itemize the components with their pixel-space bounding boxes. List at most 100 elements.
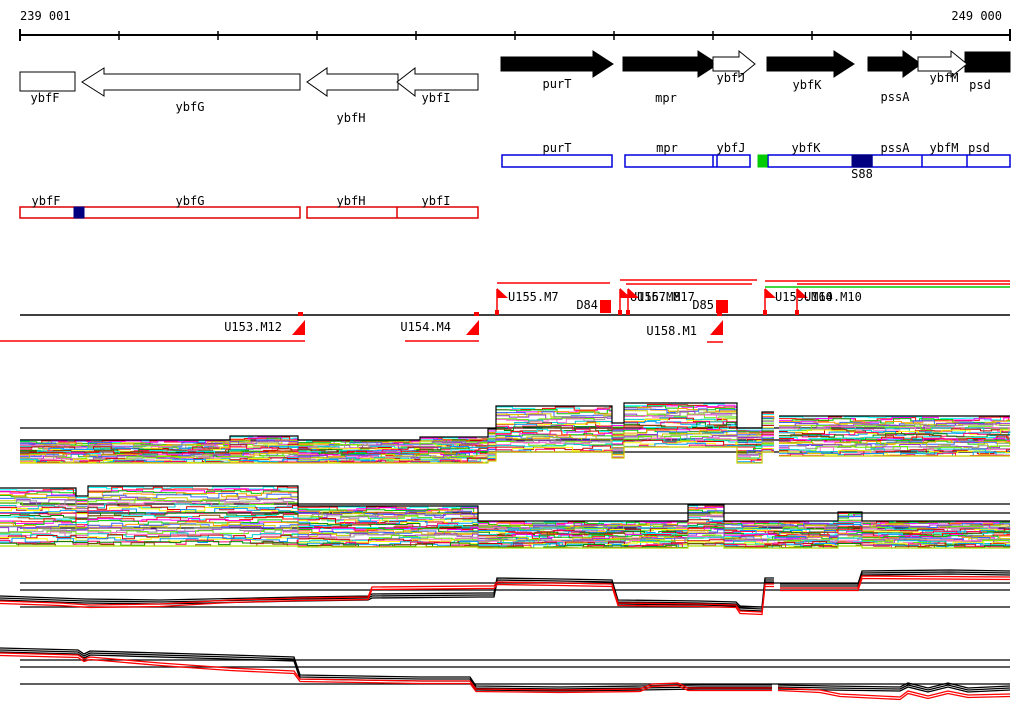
- gene-label-pssA: pssA: [881, 90, 911, 104]
- gene-arrow-pssA[interactable]: [867, 50, 922, 78]
- gene-arrow-ybfM[interactable]: [917, 49, 968, 79]
- gene-ybfM[interactable]: ybfM: [917, 49, 968, 85]
- profile-trace: [779, 425, 1010, 431]
- profile-envelope: [20, 402, 774, 441]
- gene-arrow-ybfI[interactable]: [396, 66, 479, 98]
- gene-arrow-mpr[interactable]: [622, 50, 719, 78]
- profile-trace: [0, 501, 1011, 533]
- gene-arrow-ybfK[interactable]: [766, 50, 855, 78]
- cds-box[interactable]: [501, 154, 613, 168]
- orf-box[interactable]: [306, 206, 479, 219]
- gene-label-ybfH: ybfH: [337, 111, 366, 125]
- profile-panel-2: [0, 485, 1011, 549]
- gene-ybfI[interactable]: ybfI: [396, 66, 479, 105]
- flag-pennant: [765, 288, 776, 298]
- profile-trace: [779, 422, 1010, 429]
- below-marker-U153.M12[interactable]: U153.M12: [224, 320, 305, 335]
- profile-line: [0, 581, 774, 613]
- profile-line: [0, 579, 774, 610]
- profile-envelope: [0, 485, 1010, 522]
- profile-line: [0, 583, 774, 616]
- profile-panel-3: [0, 569, 1011, 616]
- gene-arrow-ybfG[interactable]: [81, 67, 301, 97]
- profile-line: [0, 652, 772, 691]
- gene-ybfF[interactable]: ybfF: [19, 71, 76, 105]
- gene-psd[interactable]: psd: [964, 51, 1011, 92]
- profile-line: [0, 647, 772, 688]
- cds-label-pssA: pssA: [881, 141, 911, 155]
- gene-label-ybfK: ybfK: [793, 78, 823, 92]
- flag-marker-U160.M10[interactable]: U160.M10: [795, 288, 862, 315]
- gene-ybfH[interactable]: ybfH: [306, 67, 399, 125]
- gene-label-purT: purT: [543, 77, 572, 91]
- profile-trace: [779, 416, 1010, 423]
- gene-ybfG[interactable]: ybfG: [81, 67, 301, 114]
- flag-label-D85: D85: [692, 298, 714, 312]
- cds-label-mpr: mpr: [656, 141, 678, 155]
- flag-label-U158.M1: U158.M1: [646, 324, 697, 338]
- gene-arrow-ybfF[interactable]: [19, 71, 76, 92]
- profile-trace: [779, 444, 1010, 451]
- gene-pssA[interactable]: pssA: [867, 50, 922, 104]
- profile-trace: [779, 449, 1010, 455]
- gene-arrow-purT[interactable]: [500, 50, 614, 78]
- cds-green-marker[interactable]: [757, 154, 768, 168]
- ruler-end-label: 249 000: [951, 9, 1002, 23]
- flag-marker-U155.M7[interactable]: U155.M7: [495, 288, 559, 315]
- orf-box[interactable]: [19, 206, 301, 219]
- flag-label-D84: D84: [576, 298, 598, 312]
- gene-mpr[interactable]: mpr: [622, 50, 719, 105]
- flag-label-U154.M4: U154.M4: [400, 320, 451, 334]
- gene-purT[interactable]: purT: [500, 50, 614, 91]
- orf-label-ybfG: ybfG: [176, 194, 205, 208]
- orf-label-ybfI: ybfI: [422, 194, 451, 208]
- deletion-box: [716, 300, 728, 313]
- profile-line: [780, 575, 1011, 589]
- flag-base: [795, 310, 799, 315]
- profile-envelope: [0, 545, 1010, 549]
- cds-s88-marker[interactable]: [851, 154, 873, 168]
- flag-pennant: [466, 320, 479, 335]
- flag-pennant: [497, 288, 508, 298]
- gene-label-mpr: mpr: [655, 91, 677, 105]
- flag-base: [618, 310, 622, 315]
- cds-label-ybfJ: ybfJ: [717, 141, 746, 155]
- profile-trace: [0, 511, 1010, 537]
- flag-marker-D84[interactable]: D84: [576, 298, 611, 313]
- flag-label-U160.M10: U160.M10: [804, 290, 862, 304]
- ruler-start-label: 239 001: [20, 9, 71, 23]
- flag-pennant: [292, 320, 305, 335]
- profile-panel-4: [0, 647, 1011, 701]
- below-marker-U154.M4[interactable]: U154.M4: [400, 320, 479, 335]
- profile-trace: [20, 424, 774, 455]
- flag-marker-D85[interactable]: D85: [692, 298, 728, 313]
- cds-box[interactable]: [767, 154, 1011, 168]
- profile-panel-1: [20, 402, 1011, 464]
- gene-label-ybfJ: ybfJ: [717, 71, 746, 85]
- cds-label-psd: psd: [968, 141, 990, 155]
- flag-marker-U157.M17[interactable]: U157.M17: [626, 288, 695, 315]
- flag-pennant: [628, 288, 639, 298]
- profile-trace: [0, 509, 1010, 536]
- deletion-box: [600, 300, 611, 313]
- insertion-tick: [298, 312, 303, 316]
- cds-label-ybfK: ybfK: [792, 141, 822, 155]
- profile-line: [777, 682, 1011, 689]
- gene-ybfJ[interactable]: ybfJ: [712, 49, 756, 85]
- profile-trace: [779, 436, 1010, 441]
- profile-line: [780, 577, 1011, 592]
- cds-box[interactable]: [624, 154, 751, 168]
- gene-arrow-psd[interactable]: [964, 51, 1011, 73]
- profile-line: [0, 577, 774, 608]
- profile-line: [777, 687, 1011, 698]
- gene-arrow-ybfH[interactable]: [306, 67, 399, 97]
- gene-label-psd: psd: [969, 78, 991, 92]
- profile-trace: [0, 527, 1010, 544]
- flag-label-U157.M17: U157.M17: [637, 290, 695, 304]
- gene-arrow-ybfJ[interactable]: [712, 49, 756, 79]
- gene-ybfK[interactable]: ybfK: [766, 50, 855, 92]
- below-marker-U158.M1[interactable]: U158.M1: [646, 320, 723, 338]
- orf-navy-marker[interactable]: [73, 206, 85, 219]
